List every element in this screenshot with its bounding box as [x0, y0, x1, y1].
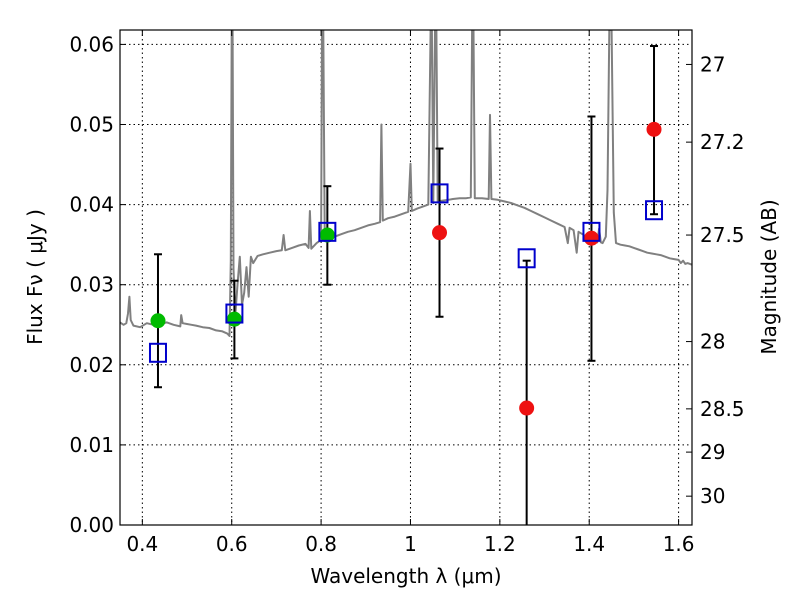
y2-axis-label: Magnitude (AB) — [757, 199, 781, 354]
green-photometry-point — [226, 311, 242, 327]
x-tick-label: 0.4 — [126, 532, 158, 556]
y2-tick-label: 28 — [700, 330, 725, 354]
red-photometry-point — [646, 121, 662, 137]
y-tick-label: 0.00 — [69, 513, 114, 537]
y-tick-labels: 0.00 0.01 0.02 0.03 0.04 0.05 0.06 — [69, 32, 114, 537]
x-tick-label: 1.2 — [484, 532, 516, 556]
axis-ticks — [120, 30, 692, 526]
y2-tick-label: 27.2 — [700, 130, 745, 154]
red-photometry-point — [432, 225, 448, 241]
y-tick-label: 0.06 — [69, 32, 114, 56]
model-flux-square — [148, 342, 167, 363]
x-axis-label: Wavelength λ (μm) — [310, 564, 501, 588]
y2-tick-label: 27.5 — [700, 223, 745, 247]
plot-frame — [119, 29, 693, 526]
model-flux-square — [645, 200, 664, 221]
green-photometry-point — [150, 313, 166, 329]
y-axis-label: Flux Fν ( μJy ) — [23, 209, 47, 345]
red-photometry-point — [583, 230, 599, 246]
x-tick-label: 1 — [404, 532, 417, 556]
x-tick-label: 0.6 — [216, 532, 248, 556]
y-tick-label: 0.05 — [69, 113, 114, 137]
y2-tick-label: 27 — [700, 52, 725, 76]
y-tick-label: 0.02 — [69, 353, 114, 377]
marker-layer — [148, 121, 664, 416]
model-flux-square — [225, 303, 244, 324]
x-tick-label: 0.8 — [305, 532, 337, 556]
red-photometry-point — [519, 400, 535, 416]
spectrum-line — [120, 30, 692, 337]
x-tick-label: 1.6 — [663, 532, 695, 556]
y-tick-label: 0.04 — [69, 193, 114, 217]
model-flux-square — [582, 221, 601, 242]
x-tick-label: 1.4 — [573, 532, 605, 556]
y-tick-label: 0.03 — [69, 273, 114, 297]
y2-tick-labels: 27 27.2 27.5 28 28.5 29 30 — [700, 52, 745, 508]
y2-tick-label: 28.5 — [700, 397, 745, 421]
spectrum-layer — [120, 30, 692, 337]
y2-tick-label: 30 — [700, 484, 725, 508]
model-flux-square — [318, 221, 337, 242]
x-tick-labels: 0.4 0.6 0.8 1 1.2 1.4 1.6 — [126, 532, 694, 556]
model-flux-square — [517, 248, 536, 269]
y-tick-label: 0.01 — [69, 433, 114, 457]
model-flux-square — [430, 183, 449, 204]
green-photometry-point — [319, 227, 335, 243]
y2-tick-label: 29 — [700, 440, 725, 464]
